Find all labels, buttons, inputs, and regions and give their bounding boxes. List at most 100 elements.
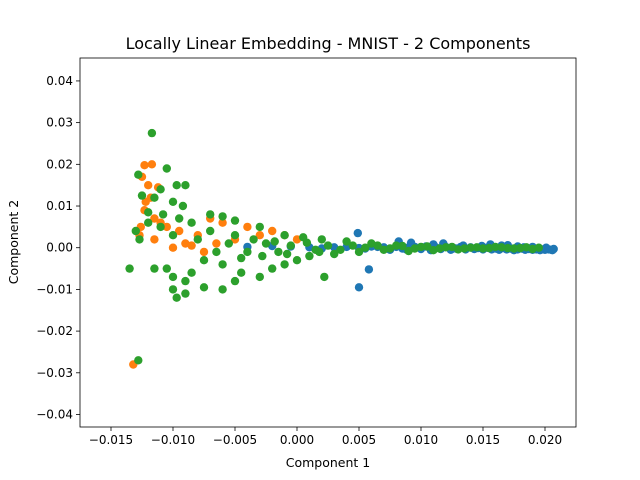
data-point <box>162 264 171 273</box>
data-point <box>509 244 519 253</box>
data-point <box>255 231 264 240</box>
data-point <box>168 197 178 206</box>
data-point <box>258 251 267 261</box>
data-point <box>230 276 240 286</box>
data-point <box>212 247 221 257</box>
data-point <box>302 238 312 247</box>
data-point <box>342 237 351 246</box>
data-point <box>466 243 475 252</box>
data-point <box>249 235 258 244</box>
data-point <box>140 161 149 170</box>
data-point <box>348 241 357 250</box>
data-point <box>181 276 190 286</box>
data-point <box>237 253 246 263</box>
y-tick-label: −0.01 <box>36 282 73 296</box>
y-axis-label: Component 2 <box>6 200 21 285</box>
data-point <box>172 293 181 302</box>
data-point <box>168 285 178 294</box>
data-point <box>305 251 314 261</box>
data-point <box>243 247 252 257</box>
data-point <box>162 222 171 232</box>
data-point <box>144 208 153 217</box>
data-point <box>175 226 184 236</box>
data-point <box>255 222 264 232</box>
data-point <box>224 239 233 248</box>
data-point <box>181 289 190 298</box>
data-point <box>147 160 157 169</box>
data-point <box>255 272 264 282</box>
data-point <box>237 268 246 277</box>
data-point <box>516 243 525 253</box>
data-point <box>280 231 289 240</box>
data-point <box>181 181 190 190</box>
x-tick-label: 0.005 <box>342 433 376 447</box>
data-point <box>218 218 227 227</box>
y-tick-label: 0.02 <box>46 157 73 171</box>
x-tick-label: 0.020 <box>528 433 562 447</box>
x-axis-label: Component 1 <box>286 455 371 470</box>
data-point <box>156 185 165 194</box>
data-point <box>447 242 457 252</box>
data-point <box>175 214 184 223</box>
data-point <box>497 243 506 252</box>
data-point <box>178 201 188 211</box>
data-point <box>218 212 227 221</box>
data-point <box>212 239 221 248</box>
plot-frame <box>79 57 577 428</box>
data-point <box>323 241 333 250</box>
x-tick-label: −0.015 <box>89 433 133 447</box>
data-point <box>187 218 196 227</box>
data-point <box>353 228 362 238</box>
data-point <box>503 243 512 253</box>
data-point <box>135 235 144 244</box>
data-point <box>230 231 240 240</box>
x-tick-label: −0.005 <box>213 433 257 447</box>
y-axis: −0.04 −0.03 −0.02 −0.01 0.00 0.01 0.02 0.03 0.04 <box>36 74 80 421</box>
data-point <box>472 243 481 252</box>
data-point <box>137 191 147 200</box>
data-point <box>156 222 165 232</box>
data-point <box>354 283 364 292</box>
data-point <box>320 272 329 282</box>
x-axis: −0.015 −0.010 −0.005 0.000 0.005 0.010 0.015 0.… <box>89 427 562 447</box>
data-point <box>134 170 143 179</box>
y-tick-label: 0.00 <box>46 241 73 255</box>
data-point <box>282 249 292 259</box>
data-point <box>199 283 209 292</box>
data-point <box>315 247 324 257</box>
data-point <box>199 247 209 257</box>
data-point <box>268 226 277 236</box>
y-tick-label: 0.03 <box>46 116 73 130</box>
data-point <box>485 243 494 253</box>
data-point <box>150 264 159 273</box>
data-point <box>206 210 215 219</box>
data-point <box>150 214 159 223</box>
data-point <box>274 247 283 257</box>
data-point <box>150 193 159 202</box>
data-point <box>261 239 271 248</box>
data-point <box>548 246 557 255</box>
data-point <box>134 356 143 365</box>
data-point <box>150 235 159 244</box>
data-point <box>187 268 196 277</box>
data-point <box>460 244 469 253</box>
data-point <box>423 242 432 251</box>
data-point <box>286 241 295 250</box>
data-point <box>199 256 209 265</box>
data-point <box>168 243 178 252</box>
y-tick-label: −0.03 <box>36 366 73 380</box>
data-point <box>144 181 153 190</box>
points-layer <box>125 128 558 369</box>
data-point <box>398 241 407 251</box>
data-point <box>147 128 157 138</box>
x-tick-label: 0.015 <box>466 433 500 447</box>
data-point <box>373 241 382 250</box>
data-point <box>292 256 302 265</box>
series-2 <box>125 128 543 365</box>
data-point <box>125 264 134 273</box>
data-point <box>131 226 140 236</box>
y-tick-label: 0.01 <box>46 199 73 213</box>
data-point <box>280 260 289 269</box>
data-point <box>268 264 277 273</box>
data-point <box>141 197 150 206</box>
